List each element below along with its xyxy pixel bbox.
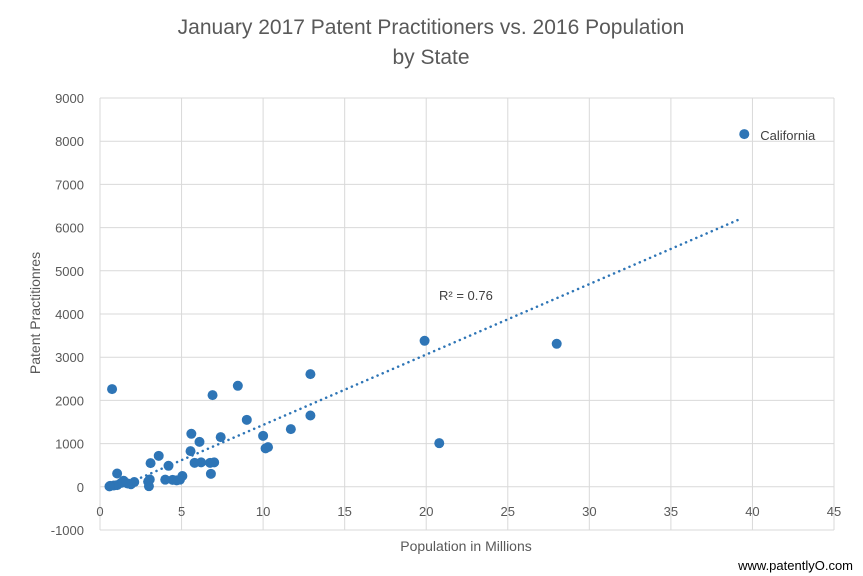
data-point xyxy=(145,458,156,469)
data-points: California xyxy=(104,128,816,492)
x-tick-label: 30 xyxy=(582,504,596,519)
y-tick-label: 4000 xyxy=(55,307,84,322)
data-point xyxy=(207,390,218,401)
data-point xyxy=(194,436,205,447)
x-tick-label: 45 xyxy=(827,504,841,519)
data-point xyxy=(305,410,316,421)
trendline xyxy=(134,217,742,482)
chart-title-line-1: January 2017 Patent Practitioners vs. 20… xyxy=(178,16,685,39)
data-point xyxy=(167,474,178,485)
x-axis-label: Population in Millions xyxy=(400,538,532,554)
data-point xyxy=(241,414,252,425)
data-point xyxy=(551,338,562,349)
x-tick-label: 5 xyxy=(178,504,185,519)
data-point xyxy=(285,424,296,435)
data-point xyxy=(153,450,164,461)
data-point xyxy=(205,457,216,468)
y-tick-label: 5000 xyxy=(55,264,84,279)
data-point xyxy=(189,457,200,468)
data-point xyxy=(112,468,123,479)
y-tick-label: 1000 xyxy=(55,437,84,452)
chart-title-line-2: by State xyxy=(392,46,469,69)
data-point xyxy=(215,432,226,443)
x-tick-label: 0 xyxy=(96,504,103,519)
r-squared-annotation: R² = 0.76 xyxy=(439,288,493,303)
data-point xyxy=(104,481,115,492)
y-tick-label: 0 xyxy=(77,480,84,495)
x-tick-label: 10 xyxy=(256,504,270,519)
data-point xyxy=(163,460,174,471)
data-point xyxy=(186,428,197,439)
data-point xyxy=(107,384,118,395)
data-point xyxy=(205,468,216,479)
data-point xyxy=(305,369,316,380)
y-tick-label: -1000 xyxy=(51,523,84,538)
y-axis-ticks: -1000 0 1000 2000 3000 4000 5000 6000 7000 8000 90… xyxy=(51,91,84,538)
watermark: www.patentlyO.com xyxy=(737,558,853,573)
data-point xyxy=(232,380,243,391)
y-tick-label: 7000 xyxy=(55,177,84,192)
x-tick-label: 20 xyxy=(419,504,433,519)
x-tick-label: 25 xyxy=(501,504,515,519)
x-tick-label: 35 xyxy=(664,504,678,519)
y-tick-label: 8000 xyxy=(55,134,84,149)
data-label: California xyxy=(760,128,816,143)
data-point xyxy=(185,446,196,457)
data-point xyxy=(739,129,750,140)
data-point xyxy=(258,430,269,441)
x-tick-label: 40 xyxy=(745,504,759,519)
data-point xyxy=(260,443,271,454)
gridlines xyxy=(99,97,835,531)
data-point xyxy=(419,335,430,346)
trendline-path xyxy=(134,217,742,482)
x-axis-ticks: 0 5 10 15 20 25 30 35 40 45 xyxy=(96,504,841,519)
data-point xyxy=(434,438,445,449)
y-tick-label: 9000 xyxy=(55,91,84,106)
y-tick-label: 6000 xyxy=(55,221,84,236)
y-axis-label: Patent Practitionres xyxy=(27,252,43,374)
y-tick-label: 2000 xyxy=(55,393,84,408)
data-point xyxy=(160,474,171,485)
x-tick-label: 15 xyxy=(337,504,351,519)
data-point xyxy=(143,481,154,492)
y-tick-label: 3000 xyxy=(55,350,84,365)
